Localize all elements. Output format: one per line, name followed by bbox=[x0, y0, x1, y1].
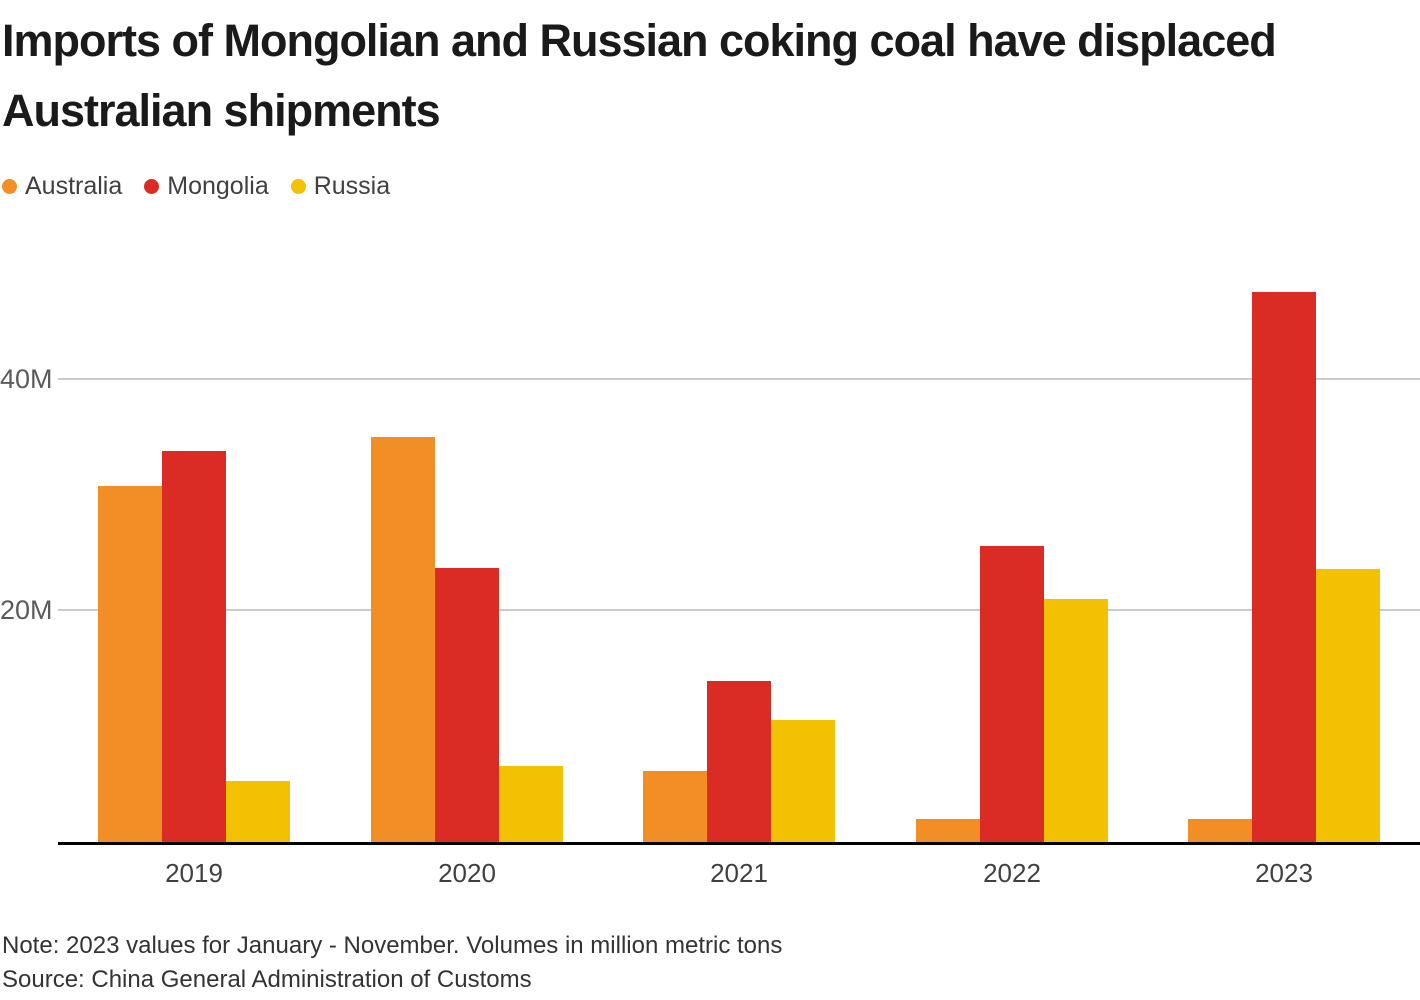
bar-2022-mongolia bbox=[980, 546, 1044, 842]
legend-label: Russia bbox=[313, 172, 391, 200]
bar-2020-australia bbox=[371, 437, 435, 842]
bar-2019-russia bbox=[226, 781, 290, 842]
chart-footer: Note: 2023 values for January - November… bbox=[2, 929, 782, 997]
gridline-20m bbox=[58, 609, 1420, 611]
y-axis-tick-20m: 20M bbox=[0, 595, 53, 625]
bar-2019-australia bbox=[98, 486, 162, 842]
legend-item-australia: Australia bbox=[2, 171, 122, 201]
x-axis-line bbox=[58, 842, 1420, 845]
bar-2020-russia bbox=[499, 766, 563, 842]
bar-2019-mongolia bbox=[162, 451, 226, 842]
bar-2022-russia bbox=[1044, 599, 1108, 842]
legend-label: Mongolia bbox=[167, 172, 269, 200]
gridline-40m bbox=[58, 378, 1420, 380]
chart-legend: Australia Mongolia Russia bbox=[2, 171, 412, 201]
legend-label: Australia bbox=[25, 172, 123, 200]
chart-source: Source: China General Administration of … bbox=[2, 966, 532, 993]
x-axis-tick-2020: 2020 bbox=[438, 858, 496, 888]
x-axis-tick-2019: 2019 bbox=[165, 858, 223, 888]
bar-2021-mongolia bbox=[707, 681, 771, 842]
bar-2022-australia bbox=[916, 819, 980, 842]
legend-dot-australia bbox=[2, 178, 17, 194]
bar-2023-australia bbox=[1188, 819, 1252, 842]
y-axis-tick-40m: 40M bbox=[0, 364, 53, 394]
legend-item-russia: Russia bbox=[290, 171, 391, 201]
x-axis-tick-2022: 2022 bbox=[983, 858, 1041, 888]
chart-title: Imports of Mongolian and Russian coking … bbox=[2, 15, 1277, 136]
legend-dot-russia bbox=[290, 178, 306, 194]
x-axis-tick-2023: 2023 bbox=[1255, 858, 1313, 888]
legend-item-mongolia: Mongolia bbox=[144, 171, 269, 201]
bar-2021-australia bbox=[643, 771, 707, 842]
bar-2020-mongolia bbox=[435, 568, 499, 842]
bar-2021-russia bbox=[771, 720, 835, 842]
chart-note: Note: 2023 values for January - November… bbox=[2, 932, 783, 959]
x-axis-tick-2021: 2021 bbox=[710, 858, 768, 888]
bar-2023-mongolia bbox=[1252, 292, 1316, 842]
bar-2023-russia bbox=[1316, 569, 1380, 842]
legend-dot-mongolia bbox=[144, 178, 160, 194]
